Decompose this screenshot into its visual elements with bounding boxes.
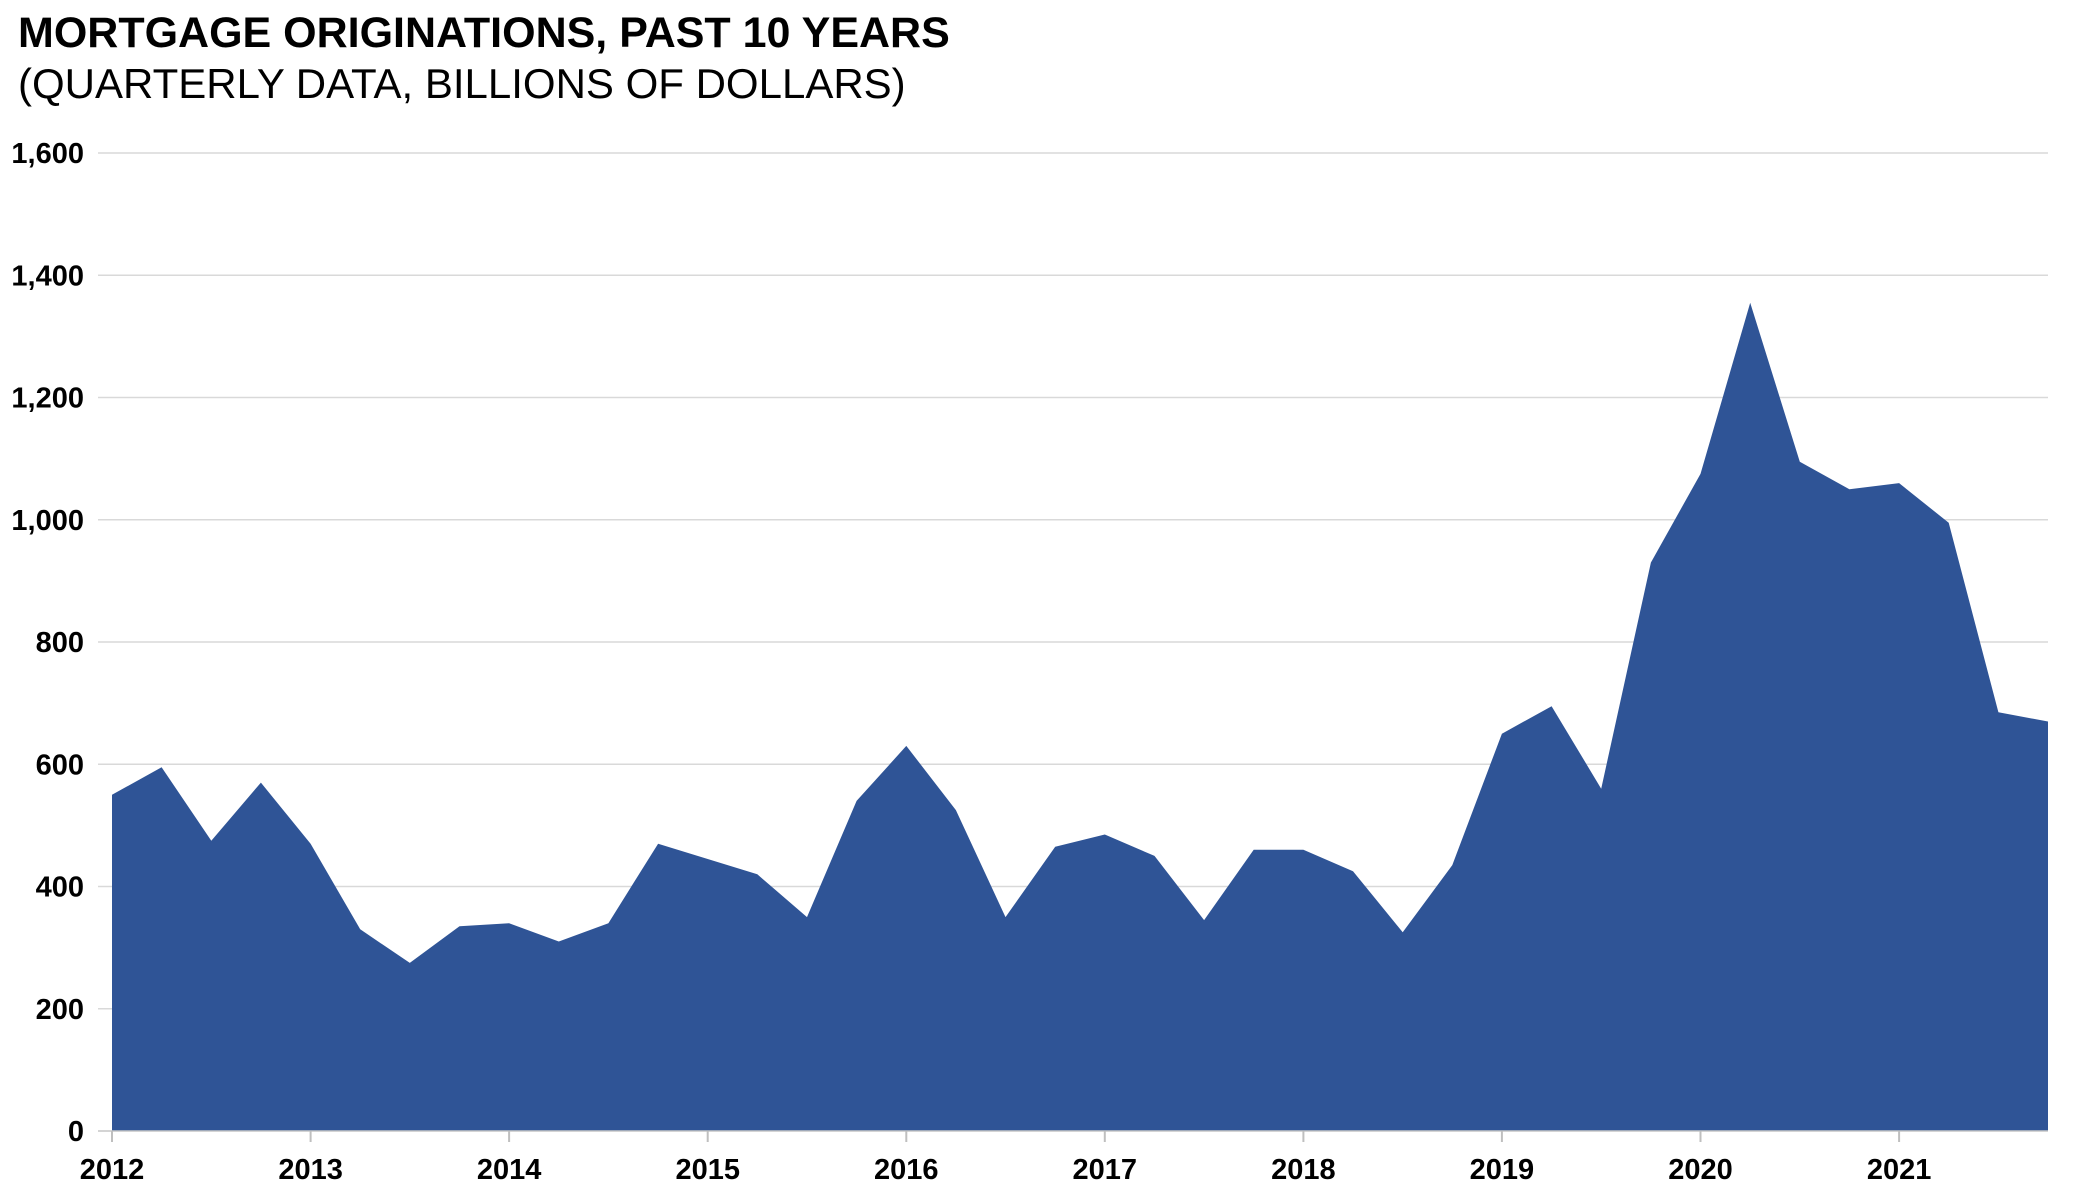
x-axis-year-label: 2020	[1668, 1154, 1733, 1186]
y-axis-tick-label: 1,600	[11, 138, 84, 170]
x-axis-year-label: 2017	[1073, 1154, 1138, 1186]
chart-subtitle: (QUARTERLY DATA, BILLIONS OF DOLLARS)	[18, 59, 906, 107]
chart-title: MORTGAGE ORIGINATIONS, PAST 10 YEARS	[18, 9, 950, 57]
y-axis-tick-label: 400	[36, 872, 84, 904]
x-axis-year-label: 2015	[675, 1154, 740, 1186]
x-axis-year-label: 2016	[874, 1154, 939, 1186]
x-axis-year-label: 2021	[1867, 1154, 1932, 1186]
axis-group	[98, 1130, 2048, 1142]
x-axis-labels-group: 2012 2013 2014 2015 2016 2017 2018 2019 2020 2021	[80, 1154, 1932, 1186]
y-axis-tick-label: 600	[36, 749, 84, 781]
y-axis-tick-label: 200	[36, 994, 84, 1026]
x-axis-year-label: 2018	[1271, 1154, 1336, 1186]
y-axis-tick-label: 0	[68, 1116, 84, 1148]
x-axis-year-label: 2014	[477, 1154, 542, 1186]
y-axis-tick-label: 1,000	[11, 505, 84, 537]
x-axis-year-label: 2013	[278, 1154, 343, 1186]
y-axis-tick-label: 1,200	[11, 383, 84, 415]
x-axis-year-label: 2012	[80, 1154, 145, 1186]
chart-header: MORTGAGE ORIGINATIONS, PAST 10 YEARS (QU…	[18, 8, 950, 108]
x-axis-year-label: 2019	[1470, 1154, 1535, 1186]
y-axis-tick-label: 1,400	[11, 260, 84, 292]
area-series-group	[112, 302, 2048, 1131]
area-series	[112, 302, 2048, 1131]
y-axis-tick-label: 800	[36, 627, 84, 659]
y-axis-labels-group: 0 200 400 600 800 1,000 1,200 1,400 1,600	[11, 138, 84, 1148]
